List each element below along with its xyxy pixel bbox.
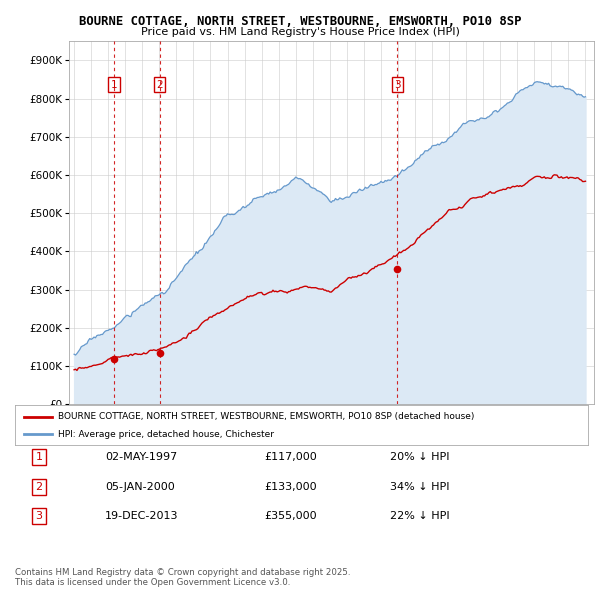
Text: 22% ↓ HPI: 22% ↓ HPI bbox=[390, 512, 449, 521]
Text: £117,000: £117,000 bbox=[264, 453, 317, 462]
Text: 05-JAN-2000: 05-JAN-2000 bbox=[105, 482, 175, 491]
Text: 34% ↓ HPI: 34% ↓ HPI bbox=[390, 482, 449, 491]
Text: Price paid vs. HM Land Registry's House Price Index (HPI): Price paid vs. HM Land Registry's House … bbox=[140, 27, 460, 37]
Text: 1: 1 bbox=[110, 80, 117, 90]
Text: 2: 2 bbox=[156, 80, 163, 90]
Text: BOURNE COTTAGE, NORTH STREET, WESTBOURNE, EMSWORTH, PO10 8SP (detached house): BOURNE COTTAGE, NORTH STREET, WESTBOURNE… bbox=[58, 412, 475, 421]
Text: £355,000: £355,000 bbox=[264, 512, 317, 521]
Text: 19-DEC-2013: 19-DEC-2013 bbox=[105, 512, 179, 521]
Text: 3: 3 bbox=[35, 512, 43, 521]
Text: BOURNE COTTAGE, NORTH STREET, WESTBOURNE, EMSWORTH, PO10 8SP: BOURNE COTTAGE, NORTH STREET, WESTBOURNE… bbox=[79, 15, 521, 28]
Text: Contains HM Land Registry data © Crown copyright and database right 2025.
This d: Contains HM Land Registry data © Crown c… bbox=[15, 568, 350, 587]
Text: 3: 3 bbox=[394, 80, 401, 90]
Text: 02-MAY-1997: 02-MAY-1997 bbox=[105, 453, 177, 462]
Text: HPI: Average price, detached house, Chichester: HPI: Average price, detached house, Chic… bbox=[58, 430, 274, 439]
Text: 1: 1 bbox=[35, 453, 43, 462]
Text: 20% ↓ HPI: 20% ↓ HPI bbox=[390, 453, 449, 462]
Text: 2: 2 bbox=[35, 482, 43, 491]
Text: £133,000: £133,000 bbox=[264, 482, 317, 491]
